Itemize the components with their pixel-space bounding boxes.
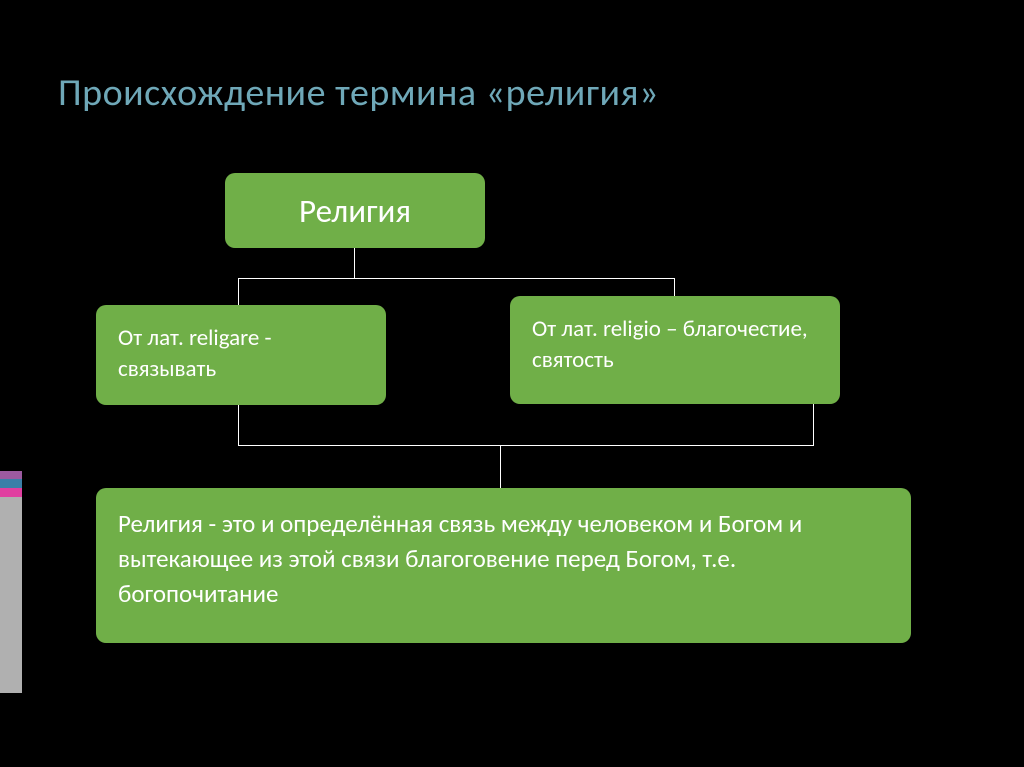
connector-line — [238, 278, 239, 305]
diagram-right-box: От лат. religio – благочестие, святость — [510, 296, 840, 404]
connector-line — [238, 445, 814, 446]
sidebar-segment — [0, 497, 22, 693]
diagram-right-text: От лат. religio – благочестие, святость — [532, 315, 808, 374]
diagram-root-text: Религия — [299, 191, 411, 231]
diagram-left-text: От лат. religare - связывать — [118, 324, 272, 383]
diagram-bottom-text: Религия - это и определённая связь между… — [118, 508, 802, 609]
connector-line — [354, 248, 355, 278]
sidebar-segment — [0, 488, 22, 497]
connector-line — [238, 278, 675, 279]
slide-title: Происхождение термина «религия» — [58, 70, 659, 118]
diagram-left-box: От лат. religare - связывать — [96, 305, 386, 405]
connector-line — [238, 405, 239, 445]
diagram-bottom-box: Религия - это и определённая связь между… — [96, 488, 911, 643]
connector-line — [500, 445, 501, 488]
decorative-sidebar — [0, 471, 22, 693]
sidebar-segment — [0, 479, 22, 488]
connector-line — [813, 404, 814, 446]
diagram-root-box: Религия — [225, 173, 485, 248]
connector-line — [674, 278, 675, 296]
sidebar-segment — [0, 471, 22, 479]
